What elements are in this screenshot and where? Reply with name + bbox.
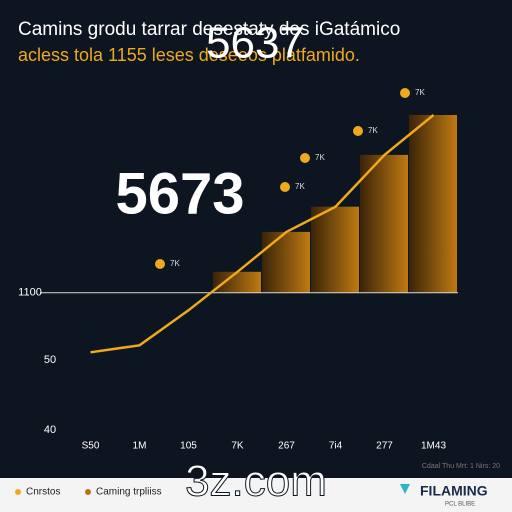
bar <box>262 231 310 293</box>
annotation-dot <box>280 182 290 192</box>
legend-label: Cnrstos <box>26 487 60 498</box>
reference-label: 1100 <box>18 287 42 299</box>
legend-label: Caming trpliiss <box>96 487 162 498</box>
annotation-label: 7K <box>170 259 180 268</box>
x-tick-label: 277 <box>376 441 393 452</box>
annotation-dot <box>353 126 363 136</box>
bar <box>360 154 408 293</box>
overlay-number: 5637 <box>206 19 304 68</box>
chart-title: Camins grodu tarrar desestaty des iGatám… <box>18 19 400 40</box>
annotation-dot <box>155 259 165 269</box>
x-tick-label: 7K <box>231 441 244 452</box>
annotation-label: 7K <box>295 182 305 191</box>
bar <box>311 206 359 293</box>
x-tick-label: 1M <box>133 441 147 452</box>
x-tick-label: 1M43 <box>421 441 446 452</box>
annotation-label: 7K <box>315 153 325 162</box>
legend-marker <box>15 489 21 495</box>
y-tick-label: 40 <box>44 424 56 436</box>
x-tick-label: S50 <box>82 441 100 452</box>
line <box>90 114 435 354</box>
x-tick-label: 105 <box>180 441 197 452</box>
bar <box>213 271 261 293</box>
legend-marker <box>85 489 91 495</box>
chart-subtitle: acless tola 1155 leses deseeos platfamid… <box>18 45 360 65</box>
brand: FILAMING <box>420 483 488 499</box>
x-tick-label: 7i4 <box>329 441 343 452</box>
x-tick-label: 267 <box>278 441 295 452</box>
annotation-dot <box>400 88 410 98</box>
annotation-label: 7K <box>368 126 378 135</box>
footer-bar <box>0 478 512 512</box>
annotation-dot <box>300 153 310 163</box>
footnote: Cdaal Thu Mrt: 1 Nirs: 20 <box>422 463 500 470</box>
watermark: 3z.com <box>185 457 327 506</box>
brand-sub: PCL BLIBE <box>445 502 475 508</box>
y-tick-label: 50 <box>44 354 56 366</box>
brand-logo <box>400 484 410 494</box>
annotation-label: 7K <box>415 88 425 97</box>
bar <box>409 115 457 293</box>
big-number: 5673 <box>115 161 244 226</box>
